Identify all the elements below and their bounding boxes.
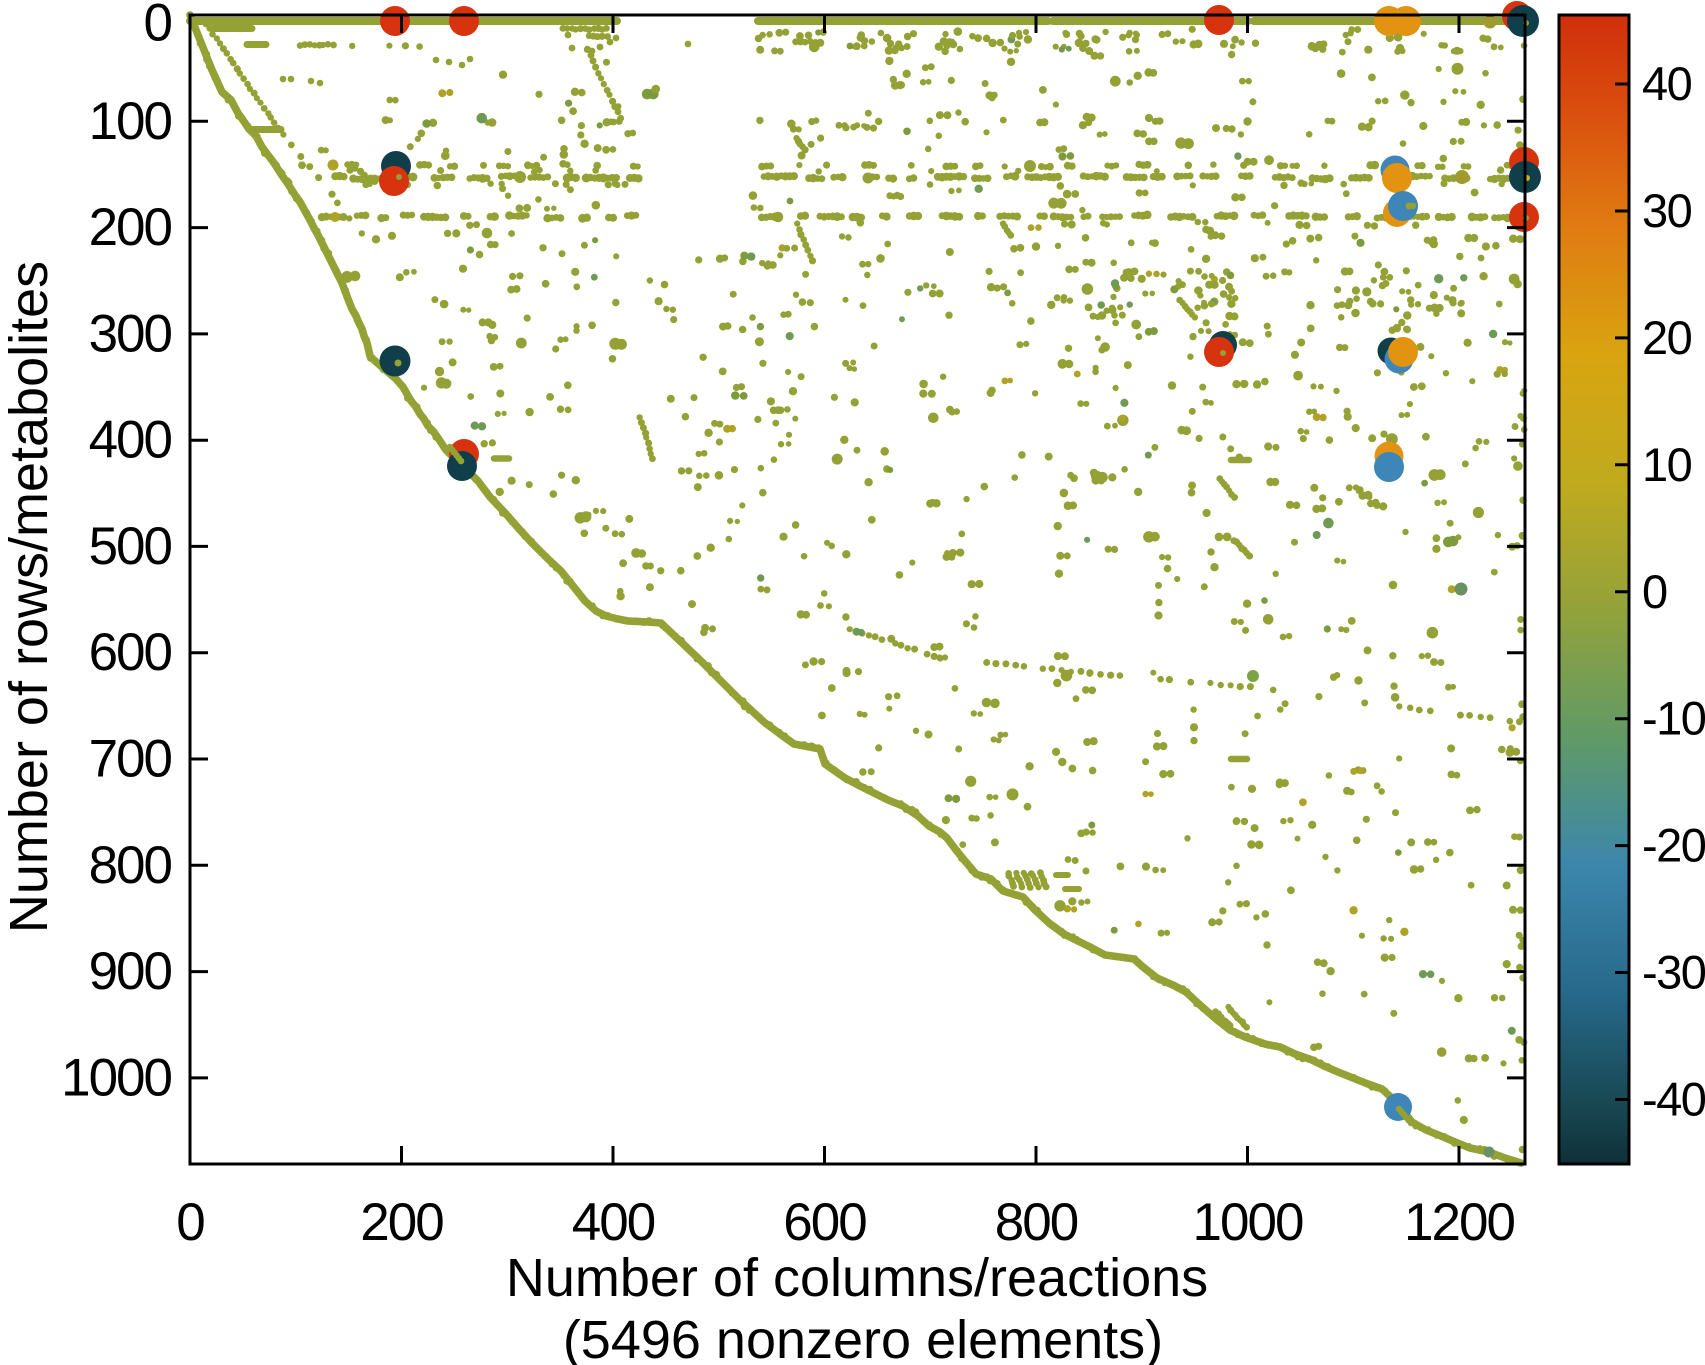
- svg-text:0: 0: [144, 0, 172, 53]
- svg-text:400: 400: [572, 1193, 655, 1252]
- svg-text:Number of rows/metabolites: Number of rows/metabolites: [0, 261, 59, 933]
- svg-text:800: 800: [89, 836, 172, 895]
- svg-text:600: 600: [783, 1193, 866, 1252]
- svg-text:Number of columns/reactions: Number of columns/reactions: [506, 1248, 1208, 1308]
- svg-text:-20: -20: [1642, 819, 1705, 872]
- svg-text:30: 30: [1642, 184, 1692, 237]
- svg-text:600: 600: [89, 623, 172, 682]
- svg-text:100: 100: [89, 92, 172, 151]
- svg-text:500: 500: [89, 517, 172, 576]
- svg-text:200: 200: [89, 198, 172, 257]
- svg-text:10: 10: [1642, 438, 1692, 491]
- svg-text:(5496 nonzero elements): (5496 nonzero elements): [563, 1310, 1163, 1365]
- svg-text:1200: 1200: [1404, 1193, 1514, 1252]
- svg-text:800: 800: [995, 1193, 1078, 1252]
- svg-text:200: 200: [360, 1193, 443, 1252]
- svg-text:1000: 1000: [61, 1048, 171, 1107]
- svg-text:900: 900: [89, 942, 172, 1001]
- svg-text:0: 0: [1642, 565, 1667, 618]
- svg-text:-10: -10: [1642, 692, 1705, 745]
- svg-text:20: 20: [1642, 311, 1692, 364]
- svg-text:1000: 1000: [1193, 1193, 1303, 1252]
- svg-text:700: 700: [89, 730, 172, 789]
- svg-text:400: 400: [89, 411, 172, 470]
- svg-text:-40: -40: [1642, 1073, 1705, 1126]
- svg-text:40: 40: [1642, 57, 1692, 110]
- svg-text:-30: -30: [1642, 946, 1705, 999]
- svg-text:300: 300: [89, 304, 172, 363]
- svg-text:0: 0: [176, 1193, 204, 1252]
